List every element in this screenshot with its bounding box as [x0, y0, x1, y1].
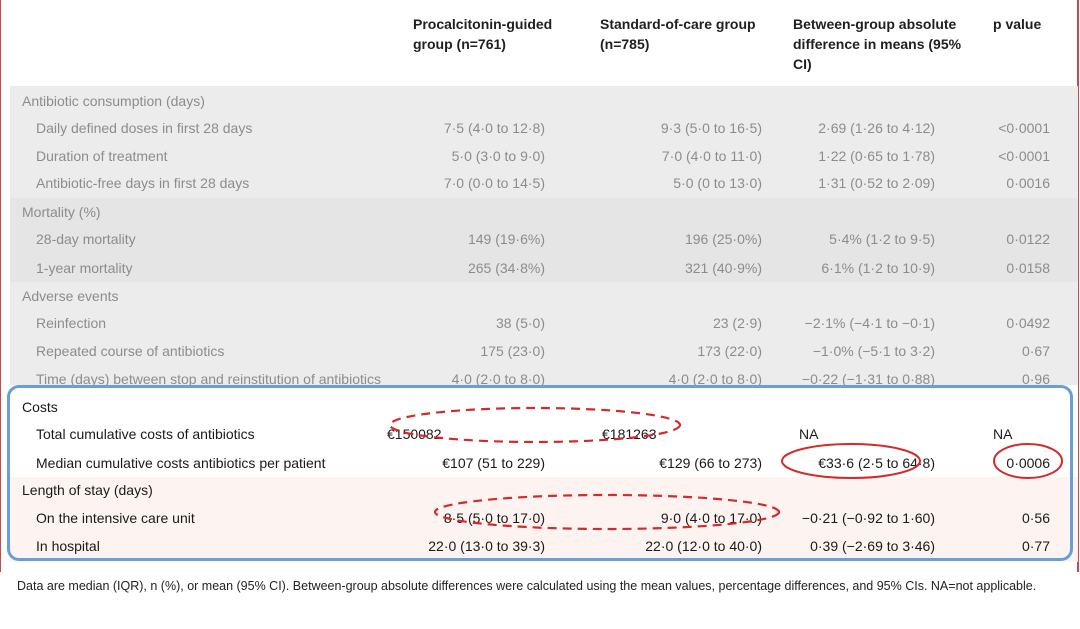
left-rule: [0, 0, 1, 572]
cell-procalcitonin: 22·0 (13·0 to 39·3): [428, 538, 545, 554]
table-row: Repeated course of antibiotics 175 (23·0…: [0, 338, 1080, 364]
cell-pvalue: 0·0492: [1006, 315, 1050, 331]
row-label: Reinfection: [36, 315, 107, 331]
table-row: Reinfection 38 (5·0) 23 (2·9) −2·1% (−4·…: [0, 310, 1080, 336]
cell-procalcitonin: 7·5 (4·0 to 12·8): [443, 120, 545, 136]
cell-standard: 173 (22·0): [697, 343, 762, 359]
cell-pvalue: 0·0016: [1006, 175, 1050, 191]
cell-standard: 5·0 (0 to 13·0): [673, 175, 762, 191]
cell-pvalue: 0·67: [1021, 343, 1050, 359]
section-title: Adverse events: [22, 288, 119, 304]
row-label: 28-day mortality: [36, 231, 136, 247]
cell-standard: 9·3 (5·0 to 16·5): [660, 120, 762, 136]
header-pvalue: p value: [993, 16, 1042, 32]
cell-difference: 0·39 (−2·69 to 3·46): [810, 538, 935, 554]
cell-procalcitonin: €107 (51 to 229): [442, 455, 545, 471]
row-label: Repeated course of antibiotics: [36, 343, 225, 359]
table-row: Antibiotic-free days in first 28 days 7·…: [0, 170, 1080, 196]
row-label: Daily defined doses in first 28 days: [36, 120, 253, 136]
row-label: Total cumulative costs of antibiotics: [36, 426, 255, 442]
clipped-row-container: Time (days) between stop and reinstituti…: [0, 370, 1080, 385]
section-costs: Costs: [0, 394, 1080, 420]
cell-standard: 22·0 (12·0 to 40·0): [645, 538, 762, 554]
row-label: Duration of treatment: [36, 148, 168, 164]
section-antibiotic: Antibiotic consumption (days): [0, 88, 1080, 114]
row-label: On the intensive care unit: [36, 510, 195, 526]
band-antibiotic: [10, 86, 1078, 198]
section-mortality: Mortality (%): [0, 199, 1080, 225]
cell-standard: 7·0 (4·0 to 11·0): [661, 148, 762, 164]
row-label: Antibiotic-free days in first 28 days: [36, 175, 250, 191]
cell-procalcitonin: 175 (23·0): [480, 343, 545, 359]
cell-difference: −0·22 (−1·31 to 0·88): [801, 371, 935, 385]
header-procalcitonin: Procalcitonin-guided group (n=761): [413, 16, 553, 52]
table-row: Time (days) between stop and reinstituti…: [0, 370, 1080, 385]
cell-procalcitonin: 4·0 (2·0 to 8·0): [451, 371, 545, 385]
section-title: Mortality (%): [22, 204, 101, 220]
cell-pvalue: 0·96: [1021, 371, 1050, 385]
cell-procalcitonin: 7·0 (0·0 to 14·5): [443, 175, 545, 191]
cell-difference: 6·1% (1·2 to 10·9): [821, 260, 935, 276]
table-row: 28-day mortality 149 (19·6%) 196 (25·0%)…: [0, 226, 1080, 252]
cell-standard: €129 (66 to 273): [659, 455, 762, 471]
cell-difference: 5·4% (1·2 to 9·5): [829, 231, 935, 247]
cell-difference: −1·0% (−5·1 to 3·2): [812, 343, 935, 359]
band-adverse: [10, 282, 1078, 385]
cell-difference: −2·1% (−4·1 to −0·1): [804, 315, 935, 331]
cell-standard: 23 (2·9): [712, 315, 762, 331]
cell-pvalue: NA: [993, 426, 1013, 442]
cell-pvalue: <0·0001: [998, 120, 1050, 136]
highlight-box: [7, 385, 1073, 561]
row-label: Median cumulative costs antibiotics per …: [36, 455, 326, 471]
cell-difference: 2·69 (1·26 to 4·12): [818, 120, 935, 136]
section-title: Length of stay (days): [22, 482, 153, 498]
row-label: 1-year mortality: [36, 260, 133, 276]
cell-difference: 1·22 (0·65 to 1·78): [818, 148, 935, 164]
table-footnote: Data are median (IQR), n (%), or mean (9…: [17, 579, 1037, 593]
table-row: 1-year mortality 265 (34·8%) 321 (40·9%)…: [0, 255, 1080, 281]
table-row: Duration of treatment 5·0 (3·0 to 9·0) 7…: [0, 143, 1080, 169]
section-adverse: Adverse events: [0, 283, 1080, 309]
cell-pvalue: <0·0001: [998, 148, 1050, 164]
cell-procalcitonin: 38 (5·0): [495, 315, 545, 331]
header-difference: Between-group absolute difference in mea…: [793, 16, 962, 72]
section-title: Costs: [22, 399, 58, 415]
band-mortality: [10, 198, 1078, 282]
cell-pvalue: 0·0122: [1006, 231, 1050, 247]
cell-pvalue: 0·77: [1021, 538, 1050, 554]
cell-procalcitonin: 265 (34·8%): [467, 260, 545, 276]
cell-procalcitonin: 149 (19·6%): [467, 231, 545, 247]
table-row: Daily defined doses in first 28 days 7·5…: [0, 115, 1080, 141]
cell-difference: 1·31 (0·52 to 2·09): [818, 175, 935, 191]
right-rule: [1077, 0, 1079, 572]
section-stay: Length of stay (days): [0, 477, 1080, 503]
cell-procalcitonin: 5·0 (3·0 to 9·0): [451, 148, 545, 164]
cell-difference: −0·21 (−0·92 to 1·60): [801, 510, 935, 526]
cell-standard: 321 (40·9%): [684, 260, 762, 276]
row-label: Time (days) between stop and reinstituti…: [36, 371, 381, 385]
section-title: Antibiotic consumption (days): [22, 93, 205, 109]
cell-pvalue: 0·56: [1021, 510, 1050, 526]
header-standard: Standard-of-care group (n=785): [600, 16, 756, 52]
cell-difference: NA: [799, 426, 819, 442]
cell-standard: 4·0 (2·0 to 8·0): [668, 371, 762, 385]
row-label: In hospital: [36, 538, 100, 554]
table-row: In hospital 22·0 (13·0 to 39·3) 22·0 (12…: [0, 533, 1080, 559]
cell-pvalue: 0·0158: [1006, 260, 1050, 276]
cell-standard: 196 (25·0%): [684, 231, 762, 247]
